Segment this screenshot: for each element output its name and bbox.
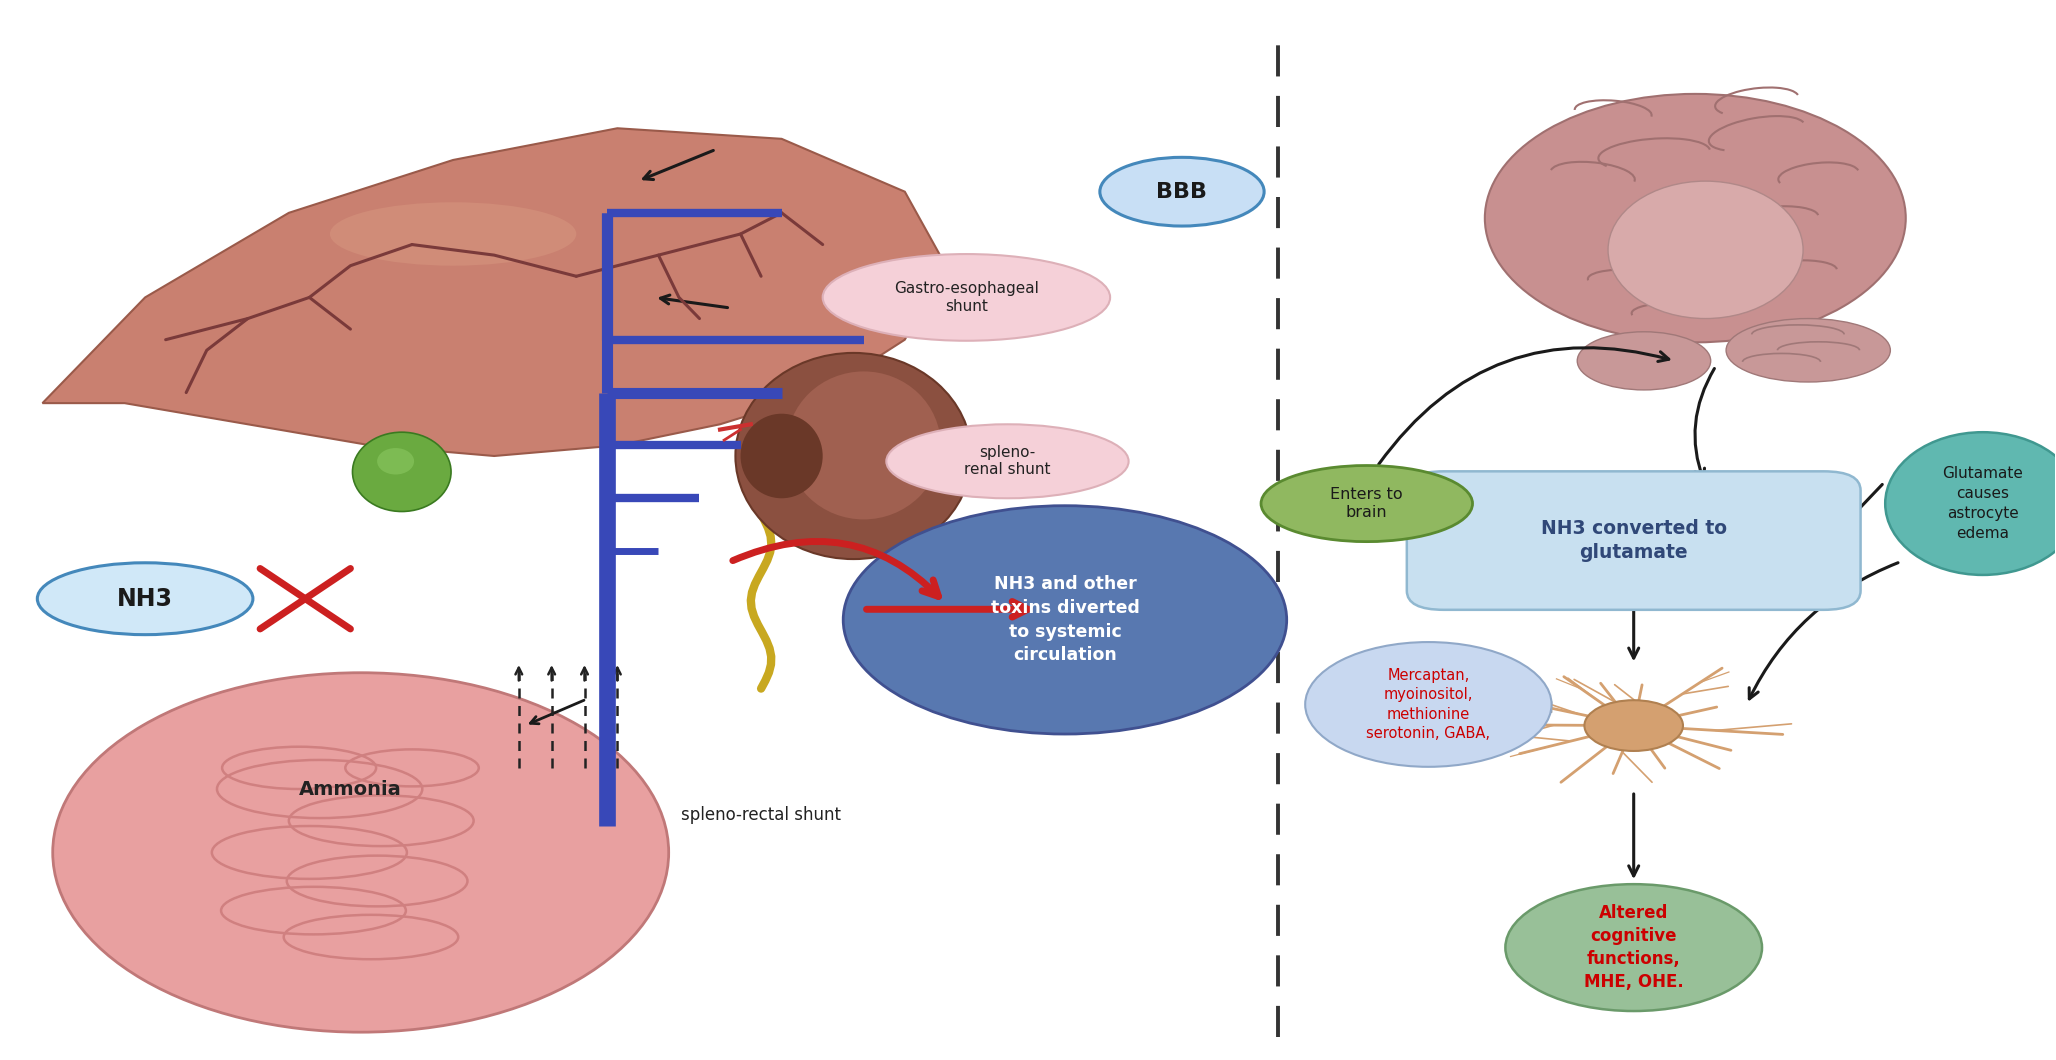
- Circle shape: [1585, 701, 1684, 750]
- Ellipse shape: [1306, 642, 1552, 766]
- Text: NH3 converted to
glutamate: NH3 converted to glutamate: [1540, 519, 1727, 562]
- FancyBboxPatch shape: [1406, 472, 1861, 610]
- Text: NH3: NH3: [117, 587, 173, 611]
- Ellipse shape: [822, 254, 1110, 340]
- FancyArrowPatch shape: [866, 601, 1028, 617]
- Text: spleno-rectal shunt: spleno-rectal shunt: [681, 807, 841, 825]
- Text: Ammonia: Ammonia: [298, 779, 401, 798]
- Ellipse shape: [1885, 432, 2056, 575]
- Text: Altered
cognitive
functions,
MHE, OHE.: Altered cognitive functions, MHE, OHE.: [1583, 904, 1684, 991]
- Text: Gastro-esophageal
shunt: Gastro-esophageal shunt: [894, 281, 1038, 314]
- Text: Mercaptan,
myoinositol,
methionine
serotonin, GABA,: Mercaptan, myoinositol, methionine serot…: [1367, 668, 1491, 741]
- Ellipse shape: [886, 424, 1129, 498]
- Ellipse shape: [376, 448, 413, 475]
- Polygon shape: [43, 128, 946, 456]
- Ellipse shape: [787, 371, 942, 519]
- Ellipse shape: [1727, 319, 1889, 382]
- Ellipse shape: [37, 563, 253, 635]
- Ellipse shape: [1505, 884, 1762, 1011]
- Circle shape: [843, 506, 1287, 734]
- Ellipse shape: [329, 202, 576, 266]
- FancyArrowPatch shape: [732, 542, 938, 597]
- Ellipse shape: [740, 413, 822, 498]
- Ellipse shape: [53, 673, 668, 1032]
- Ellipse shape: [736, 353, 972, 559]
- Text: spleno-
renal shunt: spleno- renal shunt: [964, 445, 1051, 477]
- Text: Enters to
brain: Enters to brain: [1330, 488, 1402, 519]
- Ellipse shape: [1577, 332, 1711, 390]
- Ellipse shape: [1260, 465, 1472, 542]
- Ellipse shape: [1608, 181, 1803, 319]
- Text: BBB: BBB: [1155, 181, 1207, 201]
- Ellipse shape: [1484, 94, 1906, 342]
- Ellipse shape: [352, 432, 450, 512]
- Text: NH3 and other
toxins diverted
to systemic
circulation: NH3 and other toxins diverted to systemi…: [991, 576, 1139, 665]
- Text: Glutamate
causes
astrocyte
edema: Glutamate causes astrocyte edema: [1943, 466, 2023, 541]
- Ellipse shape: [1100, 157, 1264, 226]
